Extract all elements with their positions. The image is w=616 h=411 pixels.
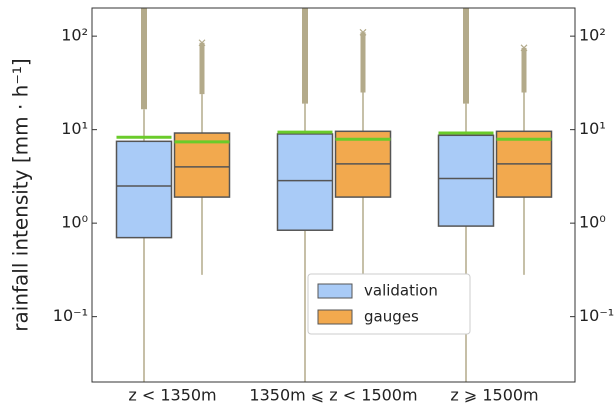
flier-marker: [520, 44, 528, 52]
y2-tick-label: 10⁻¹: [579, 306, 614, 325]
legend-label: gauges: [364, 308, 419, 326]
plot-area: [115, 8, 553, 382]
y-axis-label: rainfall intensity [mm · h⁻¹]: [9, 58, 33, 331]
flier-marker: [198, 39, 206, 47]
legend-swatch: [317, 283, 353, 299]
y2-tick-label: 10²: [579, 26, 606, 45]
box: [276, 133, 334, 231]
y2-tick-label: 10⁰: [579, 213, 606, 232]
y-tick-label: 10⁻¹: [53, 306, 88, 325]
flier-marker: [359, 28, 367, 36]
axes-frame: [91, 7, 576, 383]
y-tick-label: 10¹: [61, 119, 88, 138]
x-tick-label: z < 1350m: [128, 386, 216, 405]
legend-label: validation: [364, 282, 438, 300]
box: [437, 134, 495, 227]
box: [173, 132, 231, 198]
box: [115, 140, 173, 239]
y-tick-label: 10⁰: [61, 213, 88, 232]
legend-swatch: [317, 309, 353, 325]
y2-tick-label: 10¹: [579, 119, 606, 138]
y-tick-label: 10²: [61, 26, 88, 45]
x-tick-label: z ⩾ 1500m: [450, 386, 538, 405]
x-tick-label: 1350m ⩽ z < 1500m: [249, 386, 417, 405]
